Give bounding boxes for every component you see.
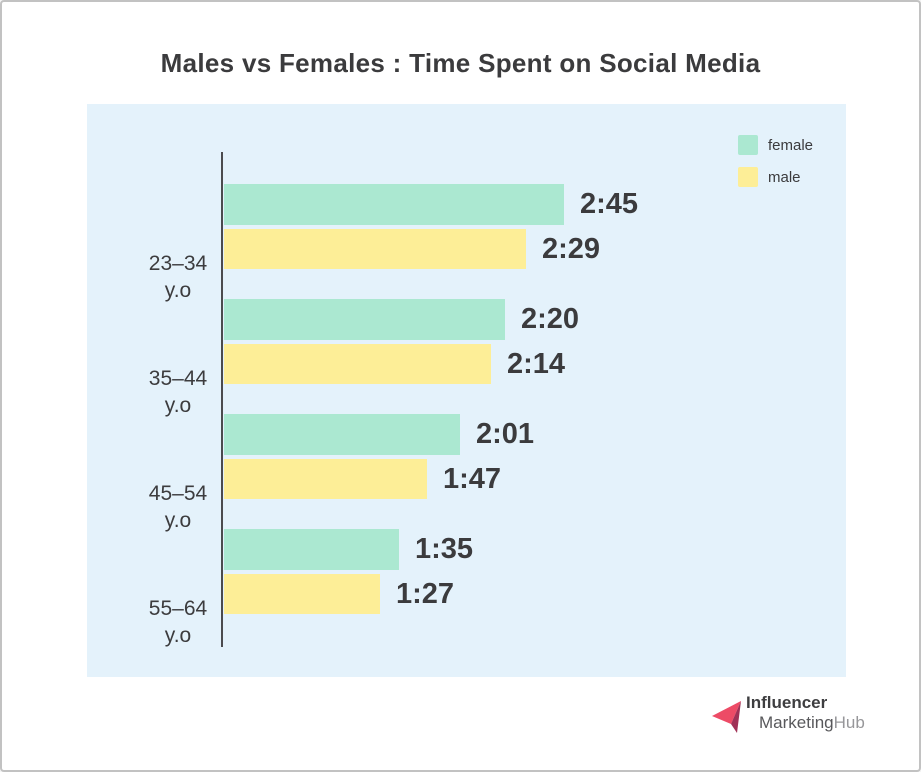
- logo: Influencer MarketingHub: [712, 693, 865, 733]
- category-suffix: y.o: [164, 394, 192, 417]
- category-suffix: y.o: [164, 279, 192, 302]
- category-label: 45–54 y.o: [123, 480, 233, 534]
- value-label-male: 2:29: [542, 233, 601, 265]
- bar-female: [224, 529, 399, 570]
- logo-marketing: Marketing: [759, 713, 834, 732]
- value-label-male: 2:14: [507, 348, 566, 380]
- category-range: 35–44: [148, 367, 208, 390]
- female-swatch: [738, 135, 758, 155]
- bar-male: [224, 344, 491, 384]
- category-range: 55–64: [148, 597, 208, 620]
- category-label: 35–44 y.o: [123, 365, 233, 419]
- category-range: 45–54: [148, 482, 208, 505]
- value-label-female: 2:01: [476, 418, 535, 450]
- category-suffix: y.o: [164, 509, 192, 532]
- value-label-female: 1:35: [415, 533, 474, 565]
- category-label: 55–64 y.o: [123, 595, 233, 649]
- legend-item: female: [738, 135, 813, 155]
- value-label-female: 2:20: [521, 303, 580, 335]
- category-suffix: y.o: [164, 624, 192, 647]
- logo-text: Influencer MarketingHub: [746, 693, 865, 733]
- y-axis-line: [221, 152, 223, 647]
- legend: female male: [738, 135, 813, 199]
- value-label-male: 1:47: [443, 463, 502, 495]
- bar-male: [224, 574, 380, 614]
- value-label-male: 1:27: [396, 578, 455, 610]
- legend-label: female: [768, 136, 814, 154]
- bar-female: [224, 184, 564, 225]
- category-label: 23–34 y.o: [123, 250, 233, 304]
- logo-arrow-icon: [712, 701, 741, 733]
- legend-item: male: [738, 167, 813, 187]
- bar-male: [224, 459, 427, 499]
- chart-title: Males vs Females : Time Spent on Social …: [160, 48, 761, 78]
- chart-panel: female male 23–34 y.o 2:45 2:29 35–44 y.o 2:20 2…: [87, 104, 846, 677]
- category-range: 23–34: [148, 252, 208, 275]
- value-label-female: 2:45: [580, 188, 639, 220]
- logo-hub: Hub: [833, 713, 865, 732]
- bar-female: [224, 414, 460, 455]
- male-swatch: [738, 167, 758, 187]
- bar-female: [224, 299, 505, 340]
- legend-label: male: [768, 168, 801, 186]
- logo-line2: MarketingHub: [746, 713, 865, 733]
- logo-line1: Influencer: [746, 693, 828, 712]
- bar-male: [224, 229, 526, 269]
